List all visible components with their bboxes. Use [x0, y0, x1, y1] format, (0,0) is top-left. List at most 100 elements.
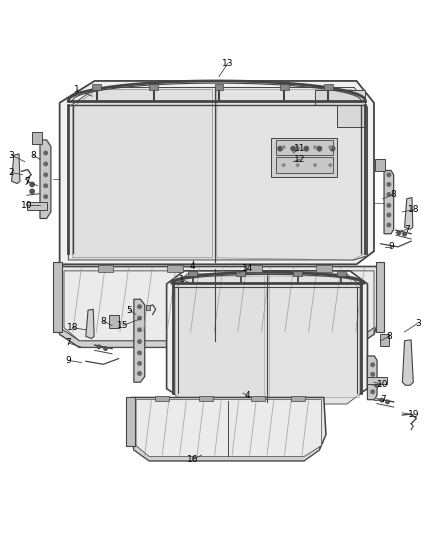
- Circle shape: [313, 146, 317, 149]
- Bar: [367, 376, 387, 384]
- Circle shape: [30, 189, 34, 193]
- Polygon shape: [86, 309, 94, 338]
- Circle shape: [138, 328, 141, 332]
- Text: 18: 18: [67, 323, 78, 332]
- Bar: [32, 132, 42, 144]
- Polygon shape: [40, 140, 51, 219]
- Text: 13: 13: [222, 59, 233, 68]
- Circle shape: [30, 182, 34, 187]
- Circle shape: [138, 340, 141, 343]
- Circle shape: [44, 184, 47, 188]
- Circle shape: [44, 162, 47, 166]
- Bar: [375, 159, 385, 171]
- Text: 1: 1: [179, 275, 185, 284]
- Text: 7: 7: [404, 225, 410, 234]
- Polygon shape: [276, 157, 332, 173]
- Circle shape: [296, 146, 299, 149]
- Circle shape: [282, 164, 286, 167]
- Polygon shape: [315, 90, 365, 127]
- Text: 11: 11: [294, 144, 306, 153]
- Bar: [237, 271, 245, 276]
- Circle shape: [403, 232, 406, 236]
- Circle shape: [371, 363, 374, 367]
- Text: 19: 19: [407, 410, 419, 419]
- Circle shape: [371, 373, 374, 376]
- Circle shape: [138, 305, 141, 309]
- Polygon shape: [166, 271, 367, 400]
- Circle shape: [387, 183, 391, 186]
- Text: 7: 7: [66, 338, 71, 348]
- Polygon shape: [134, 443, 319, 461]
- Bar: [98, 265, 113, 272]
- Text: 14: 14: [242, 264, 253, 273]
- Polygon shape: [175, 276, 265, 398]
- Polygon shape: [403, 340, 413, 385]
- Bar: [316, 265, 332, 272]
- Circle shape: [296, 164, 299, 167]
- Circle shape: [397, 231, 401, 235]
- Text: 8: 8: [31, 151, 36, 160]
- Text: 1: 1: [74, 85, 80, 94]
- Circle shape: [387, 213, 391, 217]
- Text: 15: 15: [117, 321, 129, 330]
- Text: 7: 7: [380, 395, 385, 404]
- Polygon shape: [269, 276, 360, 398]
- Polygon shape: [217, 90, 365, 260]
- Polygon shape: [57, 266, 381, 348]
- Circle shape: [371, 390, 374, 393]
- Bar: [280, 84, 289, 90]
- Polygon shape: [64, 271, 374, 341]
- Circle shape: [44, 206, 47, 209]
- Circle shape: [44, 195, 47, 198]
- Text: 12: 12: [294, 155, 305, 164]
- Circle shape: [387, 193, 391, 196]
- Text: 5: 5: [127, 305, 132, 314]
- Circle shape: [304, 146, 309, 151]
- Circle shape: [374, 382, 380, 387]
- Polygon shape: [376, 262, 384, 332]
- Circle shape: [387, 173, 391, 176]
- Text: 10: 10: [21, 201, 33, 210]
- Circle shape: [278, 146, 283, 151]
- Bar: [149, 84, 158, 90]
- Bar: [215, 84, 223, 90]
- Text: 10: 10: [377, 380, 389, 389]
- Circle shape: [380, 398, 384, 402]
- Polygon shape: [127, 398, 135, 446]
- Bar: [380, 334, 389, 346]
- Bar: [246, 265, 262, 272]
- Bar: [337, 271, 346, 276]
- Circle shape: [313, 164, 317, 167]
- Bar: [188, 271, 197, 276]
- Circle shape: [328, 146, 332, 149]
- Circle shape: [138, 351, 141, 354]
- Circle shape: [138, 316, 141, 320]
- Polygon shape: [60, 328, 374, 348]
- Text: 8: 8: [391, 190, 396, 199]
- Bar: [290, 395, 304, 401]
- Bar: [199, 395, 213, 401]
- Circle shape: [290, 146, 296, 151]
- Text: 16: 16: [187, 455, 198, 464]
- Polygon shape: [134, 299, 145, 382]
- Polygon shape: [405, 198, 413, 229]
- Circle shape: [386, 400, 389, 403]
- Text: 7: 7: [24, 177, 30, 186]
- Circle shape: [104, 347, 107, 350]
- Text: 8: 8: [100, 317, 106, 326]
- Bar: [146, 305, 150, 310]
- Polygon shape: [68, 87, 367, 260]
- Text: 3: 3: [415, 319, 420, 328]
- Circle shape: [44, 151, 47, 155]
- Text: 9: 9: [66, 356, 71, 365]
- Bar: [251, 395, 265, 401]
- Circle shape: [44, 173, 47, 176]
- Text: 4: 4: [244, 391, 250, 400]
- Polygon shape: [276, 140, 332, 155]
- Bar: [92, 84, 101, 90]
- Circle shape: [317, 146, 322, 151]
- Polygon shape: [73, 90, 212, 258]
- Text: 4: 4: [190, 262, 196, 271]
- Polygon shape: [136, 400, 321, 456]
- Circle shape: [328, 164, 332, 167]
